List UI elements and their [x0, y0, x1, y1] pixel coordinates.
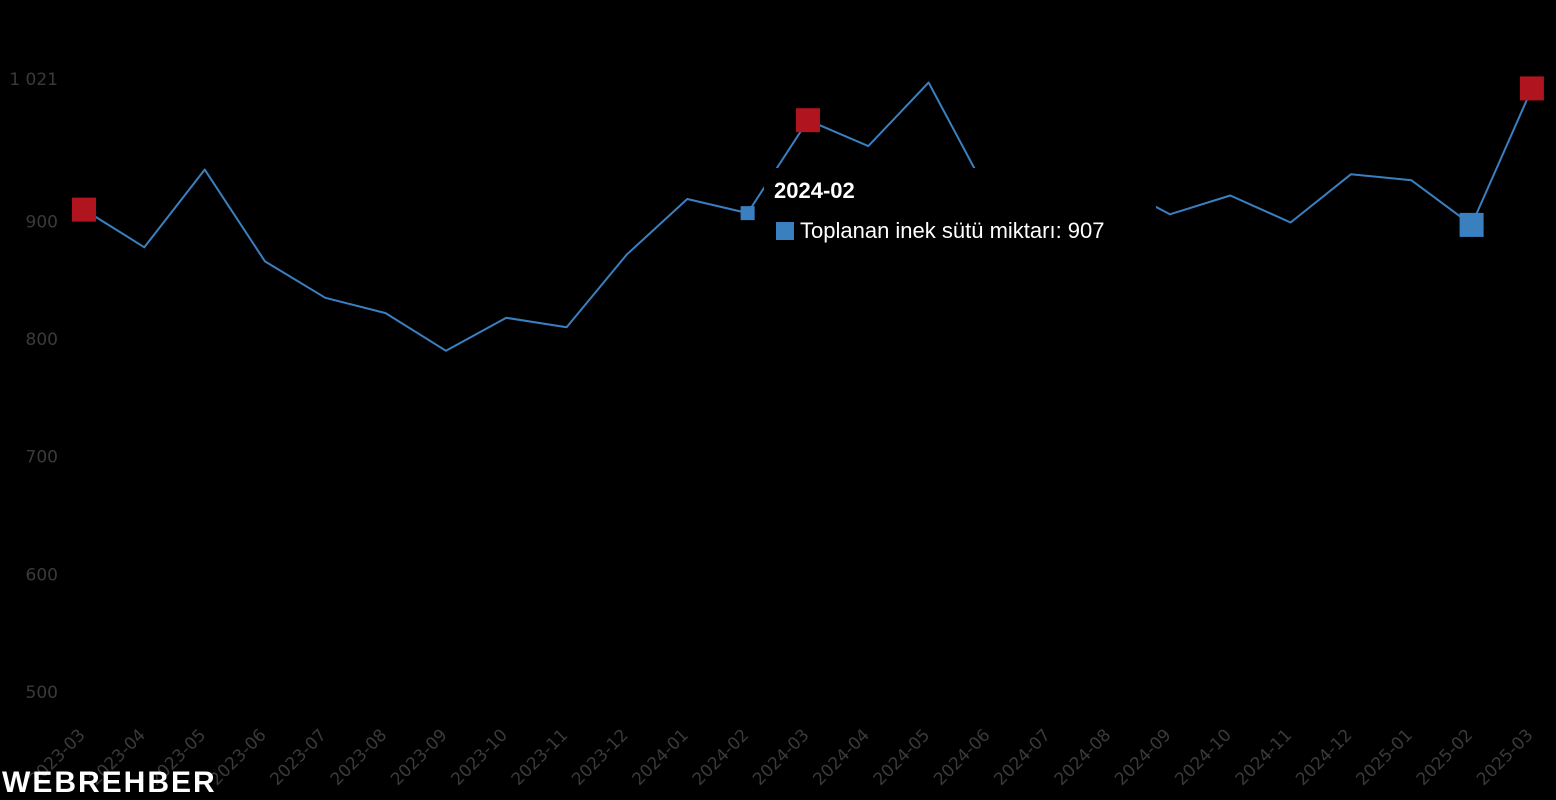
x-tick-label: 2025-01	[1352, 725, 1416, 789]
x-tick-label: 2024-03	[749, 725, 813, 789]
x-tick-label: 2023-11	[508, 725, 572, 789]
x-tick-label: 2023-12	[568, 725, 632, 789]
x-tick-label: 2024-11	[1232, 725, 1296, 789]
x-tick-label: 2023-07	[266, 725, 330, 789]
y-tick-label: 600	[26, 565, 58, 585]
x-axis: 2023-032023-042023-052023-062023-072023-…	[25, 725, 1537, 789]
highlight-point-marker[interactable]	[72, 197, 96, 222]
highlight-point-marker[interactable]	[1459, 212, 1484, 237]
highlight-point-marker[interactable]	[1519, 76, 1544, 101]
tooltip-series-label: Toplanan inek sütü miktarı: 907	[800, 218, 1105, 243]
x-tick-label: 2024-12	[1292, 725, 1356, 789]
x-tick-label: 2024-10	[1171, 725, 1235, 789]
x-tick-label: 2023-10	[447, 725, 511, 789]
x-tick-label: 2023-08	[327, 725, 391, 789]
y-tick-label: 500	[26, 683, 58, 703]
x-tick-label: 2025-03	[1473, 725, 1537, 789]
markers-layer[interactable]	[72, 76, 1544, 237]
x-tick-label: 2024-09	[1111, 725, 1175, 789]
tooltip: 2024-02 Toplanan inek sütü miktarı: 907	[764, 168, 1156, 256]
x-tick-label: 2024-04	[809, 725, 873, 789]
x-tick-label: 2024-05	[870, 725, 934, 789]
y-axis: 500 600 700 800 900 1 021	[9, 70, 58, 703]
y-tick-label: 1 021	[9, 70, 58, 90]
active-point-marker[interactable]	[740, 206, 755, 221]
x-tick-label: 2023-09	[387, 725, 451, 789]
x-tick-label: 2024-02	[689, 725, 753, 789]
x-tick-label: 2024-01	[628, 725, 692, 789]
x-tick-label: 2024-07	[990, 725, 1054, 789]
y-tick-label: 700	[26, 448, 58, 468]
x-tick-label: 2024-08	[1051, 725, 1115, 789]
y-tick-label: 900	[26, 212, 58, 232]
x-tick-label: 2025-02	[1413, 725, 1477, 789]
highlight-point-marker[interactable]	[795, 108, 820, 133]
legend-swatch-icon	[776, 222, 794, 240]
tooltip-title: 2024-02	[774, 178, 855, 203]
x-tick-label: 2024-06	[930, 725, 994, 789]
tooltip-row: Toplanan inek sütü miktarı: 907	[776, 218, 1105, 244]
watermark-logo: WEBREHBER	[2, 766, 217, 799]
y-tick-label: 800	[26, 330, 58, 350]
